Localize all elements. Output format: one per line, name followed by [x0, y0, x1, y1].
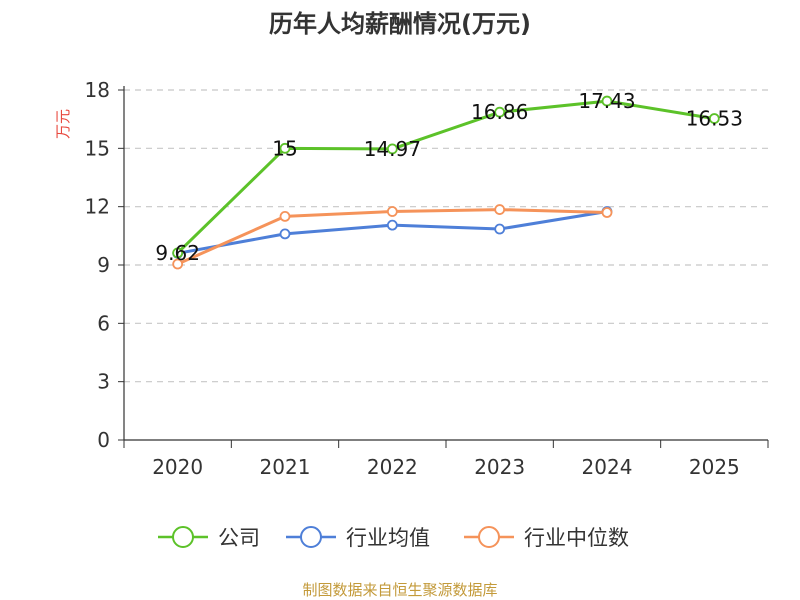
data-label: 16.53 [686, 107, 743, 131]
data-label: 17.43 [578, 89, 635, 113]
source-note: 制图数据来自恒生聚源数据库 [302, 581, 497, 599]
data-point [386, 143, 398, 155]
data-point [279, 142, 291, 154]
data-point [494, 106, 506, 118]
data-point [494, 223, 506, 235]
x-tick-labels: 2020 2021 2022 2023 2024 2025 [123, 440, 769, 479]
y-tick-label: 9 [97, 253, 110, 277]
x-tick-label: 2024 [582, 455, 633, 479]
y-tick-label: 6 [97, 311, 110, 335]
y-tick-label: 0 [97, 428, 110, 452]
x-tick-label: 2023 [474, 455, 525, 479]
legend-marker [478, 526, 500, 548]
data-label: 16.86 [471, 100, 528, 124]
legend-label: 行业均值 [346, 526, 430, 550]
legend: 公司 行业均值 行业中位数 [158, 526, 629, 550]
data-point [279, 228, 291, 240]
series-line [177, 210, 608, 255]
data-point [601, 207, 613, 218]
data-label: 9.62 [155, 241, 200, 265]
y-tick-label: 3 [97, 370, 110, 394]
y-tick-label: 15 [85, 136, 110, 160]
x-tick-label: 2022 [367, 455, 418, 479]
data-point [708, 113, 720, 124]
chart-title: 历年人均薪酬情况(万元) [269, 10, 531, 38]
y-tick-label: 18 [85, 78, 110, 102]
legend-label: 公司 [218, 526, 260, 550]
axes [123, 86, 768, 441]
legend-label: 行业中位数 [524, 526, 629, 550]
x-tick-label: 2021 [260, 455, 311, 479]
series-line [176, 99, 715, 255]
grid-lines [124, 89, 768, 383]
data-labels: 9.62 15 14.97 16.86 17.43 16.53 [155, 89, 743, 265]
y-tick-label: 12 [85, 195, 110, 219]
data-point [172, 258, 184, 270]
legend-marker [300, 526, 322, 548]
series-lines [172, 95, 720, 270]
y-axis-label: 万元 [54, 109, 72, 139]
x-tick-label: 2020 [152, 455, 203, 479]
y-tick-labels: 0 3 6 9 12 15 18 [85, 78, 124, 452]
data-label: 14.97 [364, 137, 421, 161]
data-point [601, 95, 613, 107]
data-point [386, 206, 398, 217]
legend-marker [172, 526, 194, 548]
x-tick-label: 2025 [689, 455, 740, 479]
data-point [279, 210, 291, 222]
data-point [386, 219, 398, 231]
series-line [177, 208, 608, 266]
data-point [172, 247, 184, 259]
data-point [494, 204, 506, 215]
data-label: 15 [272, 136, 297, 160]
